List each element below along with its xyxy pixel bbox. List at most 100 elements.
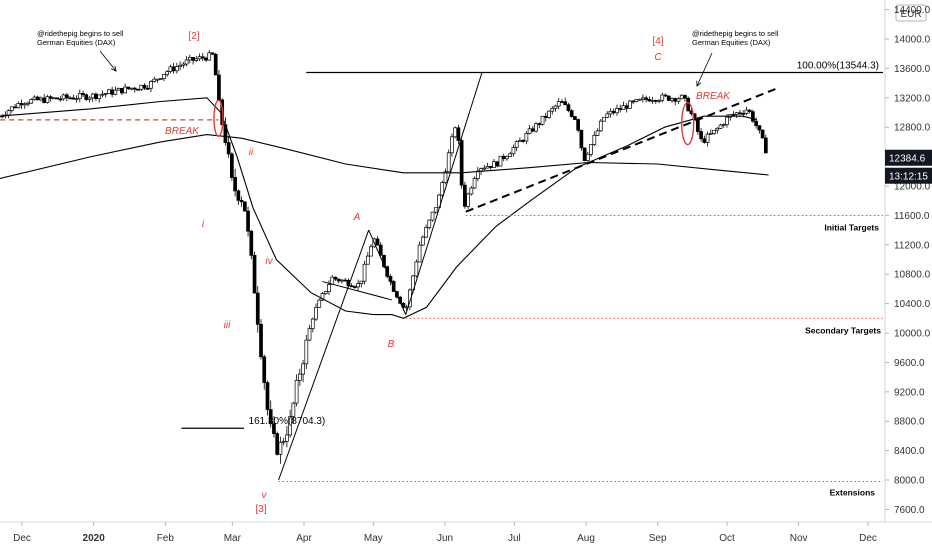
- candle-body: [107, 89, 111, 94]
- candle-body: [285, 434, 289, 442]
- candle-body: [301, 363, 305, 375]
- y-tick-label: 13200.0: [894, 93, 931, 104]
- candle-body: [113, 89, 118, 95]
- candle-body: [670, 98, 674, 101]
- candle-body: [530, 128, 535, 132]
- candle-body: [184, 59, 189, 65]
- candle-body: [74, 98, 79, 100]
- y-tick-label: 11600.0: [894, 211, 930, 222]
- candle-body: [527, 128, 532, 134]
- candle-body: [210, 52, 215, 55]
- candle-body: [618, 108, 623, 110]
- candle-body: [233, 177, 237, 192]
- candle-body: [42, 97, 47, 103]
- dashed-trendline: [465, 88, 776, 213]
- x-tick-label: Sep: [649, 533, 667, 544]
- candle-body: [55, 97, 59, 100]
- candle-body: [699, 131, 703, 140]
- candle-body: [511, 147, 516, 155]
- candle-body: [754, 120, 758, 126]
- break-label-right: BREAK: [696, 91, 731, 102]
- candle-body: [103, 93, 108, 95]
- candle-body: [9, 106, 14, 111]
- candle-body: [126, 86, 131, 90]
- y-tick-label: 9200.0: [894, 387, 925, 398]
- plot-area[interactable]: [0, 50, 883, 482]
- candle-body: [534, 123, 538, 132]
- candle-body: [187, 56, 192, 61]
- candle-body: [52, 97, 56, 100]
- candle-body: [576, 119, 580, 131]
- candle-body: [738, 112, 742, 115]
- break-label-left: BREAK: [165, 126, 200, 137]
- candle-body: [686, 97, 691, 112]
- candle-body: [466, 193, 470, 207]
- y-tick-label: 10400.0: [894, 299, 931, 310]
- candle-body: [84, 94, 89, 100]
- candle-body: [171, 66, 176, 72]
- candle-body: [48, 96, 53, 99]
- candle-body: [291, 402, 296, 417]
- price-axis[interactable]: EUR 7600.0 8000.0 8400.0 8800.0 9200.0 9600.0 1…: [884, 0, 932, 522]
- candle-body: [181, 63, 186, 66]
- wave-B-label: B: [388, 339, 395, 350]
- candle-body: [660, 94, 665, 101]
- candle-body: [213, 53, 218, 76]
- candle-body: [611, 110, 616, 114]
- candle-body: [708, 132, 713, 135]
- candle-body: [621, 105, 626, 110]
- candle-body: [340, 279, 344, 282]
- candle-body: [579, 129, 584, 149]
- time-axis[interactable]: Dec 2020 Feb Mar Apr May Jun Jul Aug Sep Oct Nov Dec: [0, 521, 932, 544]
- candle-body: [230, 153, 234, 178]
- candle-body: [275, 433, 280, 455]
- candle-body: [353, 286, 357, 288]
- wave-4-label: [4]: [652, 36, 663, 47]
- candle-body: [226, 142, 231, 155]
- wave-i-label: i: [202, 219, 205, 230]
- candle-body: [443, 171, 448, 183]
- candle-body: [200, 56, 205, 59]
- countdown-label: 13:12:15: [889, 172, 928, 183]
- y-tick-label: 12000.0: [894, 182, 931, 193]
- candle-body: [262, 356, 267, 383]
- candle-body: [281, 440, 286, 443]
- candle-body: [81, 93, 85, 96]
- candle-body: [22, 103, 27, 106]
- candle-body: [336, 278, 341, 282]
- wave-line-3-to-A: [278, 229, 370, 481]
- candle-body: [194, 58, 199, 61]
- candle-body: [628, 100, 632, 109]
- candle-body: [236, 190, 241, 201]
- candle-body: [178, 64, 182, 67]
- candle-body: [524, 133, 529, 142]
- candle-body: [631, 100, 636, 103]
- candle-body: [718, 124, 723, 129]
- candle-body: [136, 88, 140, 91]
- candle-body: [369, 246, 373, 257]
- wave-3-label: [3]: [255, 504, 266, 515]
- candle-body: [333, 276, 338, 280]
- candle-body: [475, 170, 480, 179]
- candle-body: [359, 280, 364, 285]
- candle-body: [433, 207, 438, 213]
- note-right-line-1: @ridethepig begins to sell: [692, 29, 779, 38]
- break-ellipse-left: [213, 99, 224, 138]
- candle-body: [142, 84, 147, 89]
- currency-badge[interactable]: [895, 4, 927, 22]
- candle-body: [304, 339, 309, 365]
- candle-body: [715, 128, 720, 131]
- candle-body: [508, 153, 513, 157]
- annotation-layer: 100.00%(13544.3) 161.80%(8704.3) Initial T…: [37, 29, 881, 515]
- candle-body: [712, 129, 716, 134]
- candle-body: [197, 56, 202, 60]
- candle-body: [637, 98, 642, 101]
- y-tick-label: 10800.0: [894, 270, 931, 281]
- candle-body: [90, 93, 95, 99]
- candle-body: [87, 97, 92, 100]
- moving-average-short: [0, 97, 758, 319]
- y-tick-label: 14000.0: [894, 35, 931, 46]
- candle-body: [605, 113, 610, 118]
- candle-body: [272, 423, 276, 434]
